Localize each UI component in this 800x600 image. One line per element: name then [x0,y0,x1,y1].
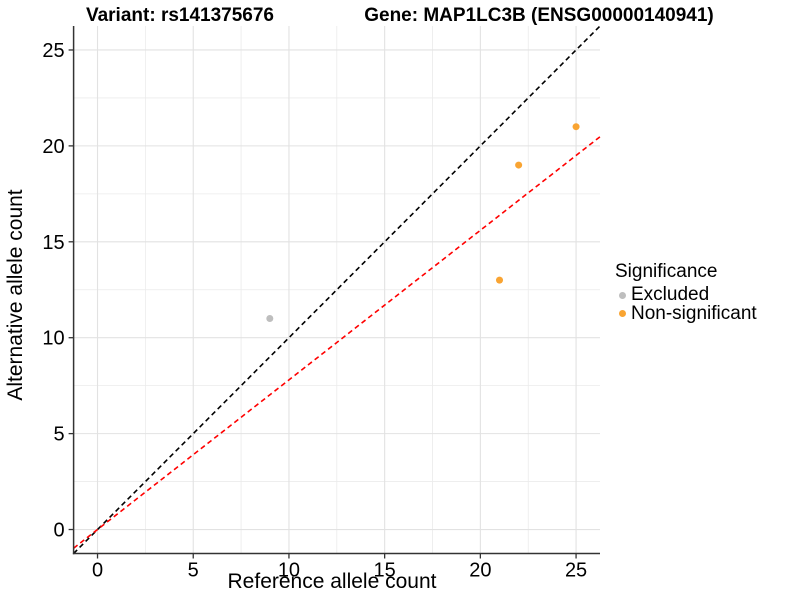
legend: Significance Excluded Non-significant [612,261,757,324]
x-tick-label: 0 [92,560,103,582]
data-point-excluded [266,315,274,323]
legend-item-label: Excluded [631,284,710,306]
x-tick-label: 10 [278,560,300,582]
allelic-balance-line [73,136,601,549]
y-tick-label: 25 [42,40,64,62]
x-tick-label: 20 [469,560,491,582]
legend-item-non-significant: Non-significant [612,302,757,324]
y-tick-label: 15 [42,232,64,254]
y-axis-title: Alternative allele count [4,189,27,401]
y-tick-label: 0 [53,520,64,542]
gene-title: Gene: MAP1LC3B (ENSG00000140941) [364,5,714,26]
x-tick-label: 5 [188,560,199,582]
legend-item-excluded: Excluded [612,284,757,306]
identity-line [73,25,601,555]
variant-title: Variant: rs141375676 [85,5,275,26]
x-axis-title: Reference allele count [227,570,437,593]
legend-items: Excluded Non-significant [612,284,757,324]
legend-dot-icon [619,310,626,318]
y-tick-label: 10 [42,328,64,350]
y-tick-label: 5 [53,424,64,446]
legend-title: Significance [615,261,718,282]
legend-dot-icon [619,291,626,299]
x-tick-label: 15 [374,560,396,582]
data-point-non-significant [496,276,504,284]
x-tick-label: 25 [565,560,587,582]
legend-item-label: Non-significant [631,302,757,324]
data-point-non-significant [572,123,580,131]
y-tick-label: 20 [42,136,64,158]
data-point-non-significant [515,161,523,169]
